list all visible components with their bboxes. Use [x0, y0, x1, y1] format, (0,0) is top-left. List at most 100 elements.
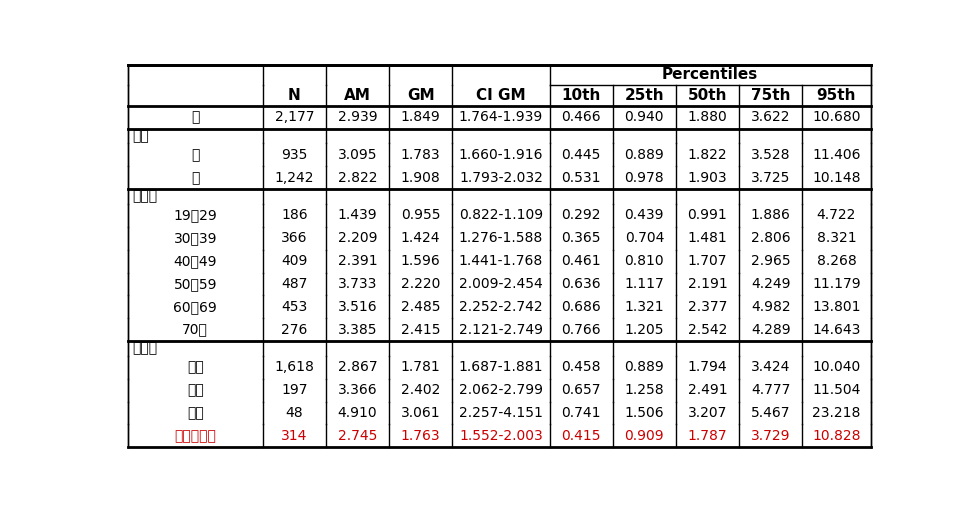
Text: 0.889: 0.889	[624, 148, 664, 162]
Text: 0.461: 0.461	[561, 254, 601, 268]
Text: 70～: 70～	[182, 322, 208, 337]
Text: 2.939: 2.939	[338, 110, 377, 124]
Text: 1.783: 1.783	[401, 148, 440, 162]
Text: 1.787: 1.787	[688, 429, 728, 443]
Text: 2.965: 2.965	[751, 254, 791, 268]
Text: 1.793-2.032: 1.793-2.032	[459, 171, 543, 185]
Text: 2.252-2.742: 2.252-2.742	[459, 300, 543, 314]
Text: 1.552-2.003: 1.552-2.003	[459, 429, 543, 443]
Text: 10.680: 10.680	[812, 110, 861, 124]
Text: N: N	[288, 88, 301, 103]
Text: 4.982: 4.982	[751, 300, 791, 314]
Text: 0.704: 0.704	[624, 231, 664, 245]
Text: 1.660-1.916: 1.660-1.916	[459, 148, 543, 162]
Text: 0.978: 0.978	[624, 171, 664, 185]
Text: 1.880: 1.880	[688, 110, 728, 124]
Text: 19～29: 19～29	[173, 208, 217, 223]
Text: 95th: 95th	[816, 88, 856, 103]
Text: 276: 276	[281, 322, 308, 337]
Text: 0.445: 0.445	[561, 148, 601, 162]
Text: 3.207: 3.207	[688, 406, 728, 420]
Text: 0.909: 0.909	[624, 429, 664, 443]
Text: 1.822: 1.822	[688, 148, 728, 162]
Text: 10th: 10th	[561, 88, 601, 103]
Text: 0.810: 0.810	[624, 254, 664, 268]
Text: 50th: 50th	[688, 88, 728, 103]
Text: 3.725: 3.725	[751, 171, 790, 185]
Text: 1.849: 1.849	[400, 110, 440, 124]
Text: 1.707: 1.707	[688, 254, 728, 268]
Text: 23.218: 23.218	[812, 406, 861, 420]
Text: 1.258: 1.258	[624, 383, 664, 397]
Text: 11.504: 11.504	[812, 383, 861, 397]
Text: GM: GM	[407, 88, 434, 103]
Text: 농친: 농친	[187, 383, 204, 397]
Text: 1.321: 1.321	[624, 300, 664, 314]
Text: 3.516: 3.516	[338, 300, 377, 314]
Text: 1,618: 1,618	[275, 360, 315, 375]
Text: 3.528: 3.528	[751, 148, 791, 162]
Text: 2.485: 2.485	[401, 300, 440, 314]
Text: 8.268: 8.268	[816, 254, 856, 268]
Text: 1.596: 1.596	[400, 254, 440, 268]
Text: 대기측정망: 대기측정망	[174, 429, 216, 443]
Text: 2.377: 2.377	[688, 300, 728, 314]
Text: 해안: 해안	[187, 406, 204, 420]
Text: 연령별: 연령별	[132, 190, 158, 204]
Text: 1.441-1.768: 1.441-1.768	[459, 254, 543, 268]
Text: 4.289: 4.289	[751, 322, 791, 337]
Text: 0.940: 0.940	[624, 110, 664, 124]
Text: 2.220: 2.220	[401, 277, 440, 291]
Text: 1.439: 1.439	[338, 208, 377, 223]
Text: 2.121-2.749: 2.121-2.749	[459, 322, 543, 337]
Text: 도시: 도시	[187, 360, 204, 375]
Text: 0.889: 0.889	[624, 360, 664, 375]
Text: 60～69: 60～69	[173, 300, 217, 314]
Text: 3.622: 3.622	[751, 110, 791, 124]
Text: 40～49: 40～49	[173, 254, 217, 268]
Text: CI GM: CI GM	[476, 88, 526, 103]
Text: 2.209: 2.209	[338, 231, 377, 245]
Text: 3.733: 3.733	[338, 277, 377, 291]
Text: 10.148: 10.148	[812, 171, 861, 185]
Text: 409: 409	[281, 254, 308, 268]
Text: 낙: 낙	[191, 148, 200, 162]
Text: 2.062-2.799: 2.062-2.799	[459, 383, 543, 397]
Text: 0.439: 0.439	[624, 208, 664, 223]
Text: 0.657: 0.657	[561, 383, 601, 397]
Text: 2,177: 2,177	[275, 110, 314, 124]
Text: 1.794: 1.794	[688, 360, 728, 375]
Text: 2.415: 2.415	[401, 322, 440, 337]
Text: 1.687-1.881: 1.687-1.881	[459, 360, 543, 375]
Text: 314: 314	[281, 429, 308, 443]
Text: 1.763: 1.763	[401, 429, 440, 443]
Text: 2.191: 2.191	[688, 277, 728, 291]
Text: 2.009-2.454: 2.009-2.454	[459, 277, 543, 291]
Text: 2.257-4.151: 2.257-4.151	[459, 406, 543, 420]
Text: 1.908: 1.908	[400, 171, 440, 185]
Text: 1.424: 1.424	[401, 231, 440, 245]
Text: 0.466: 0.466	[561, 110, 601, 124]
Text: 11.406: 11.406	[812, 148, 861, 162]
Text: 3.729: 3.729	[751, 429, 791, 443]
Text: 0.531: 0.531	[561, 171, 601, 185]
Text: 366: 366	[281, 231, 308, 245]
Text: 487: 487	[281, 277, 308, 291]
Text: 3.385: 3.385	[338, 322, 377, 337]
Text: 2.745: 2.745	[338, 429, 377, 443]
Text: 0.955: 0.955	[401, 208, 440, 223]
Text: 1.276-1.588: 1.276-1.588	[459, 231, 543, 245]
Text: 4.722: 4.722	[817, 208, 856, 223]
Text: 1,242: 1,242	[275, 171, 314, 185]
Text: 453: 453	[281, 300, 308, 314]
Text: 1.903: 1.903	[688, 171, 728, 185]
Text: 0.636: 0.636	[561, 277, 601, 291]
Text: 2.822: 2.822	[338, 171, 377, 185]
Text: 1.117: 1.117	[624, 277, 664, 291]
Text: 935: 935	[281, 148, 308, 162]
Text: 1.506: 1.506	[624, 406, 664, 420]
Text: 0.415: 0.415	[561, 429, 601, 443]
Text: 5.467: 5.467	[751, 406, 791, 420]
Text: 0.686: 0.686	[561, 300, 601, 314]
Text: 4.249: 4.249	[751, 277, 791, 291]
